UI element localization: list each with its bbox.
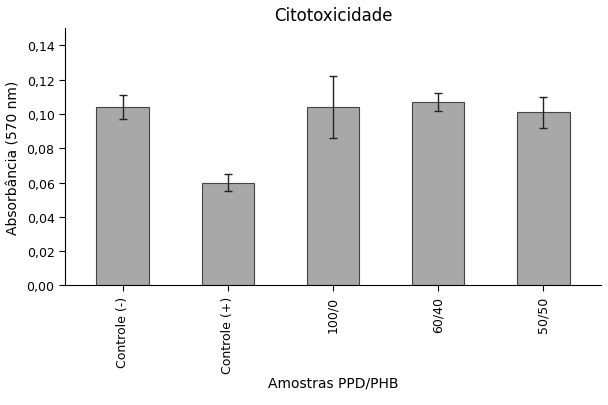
Y-axis label: Absorbância (570 nm): Absorbância (570 nm) — [7, 81, 21, 234]
Bar — [412, 103, 465, 286]
X-axis label: Amostras PPD/PHB: Amostras PPD/PHB — [268, 376, 398, 390]
Title: Citotoxicidade: Citotoxicidade — [274, 7, 392, 25]
Bar — [97, 108, 149, 286]
Bar — [306, 108, 359, 286]
Bar — [202, 183, 254, 286]
Bar — [517, 113, 570, 286]
